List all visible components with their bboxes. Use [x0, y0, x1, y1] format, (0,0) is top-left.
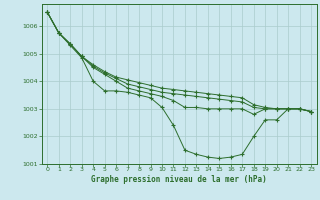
X-axis label: Graphe pression niveau de la mer (hPa): Graphe pression niveau de la mer (hPa): [91, 175, 267, 184]
